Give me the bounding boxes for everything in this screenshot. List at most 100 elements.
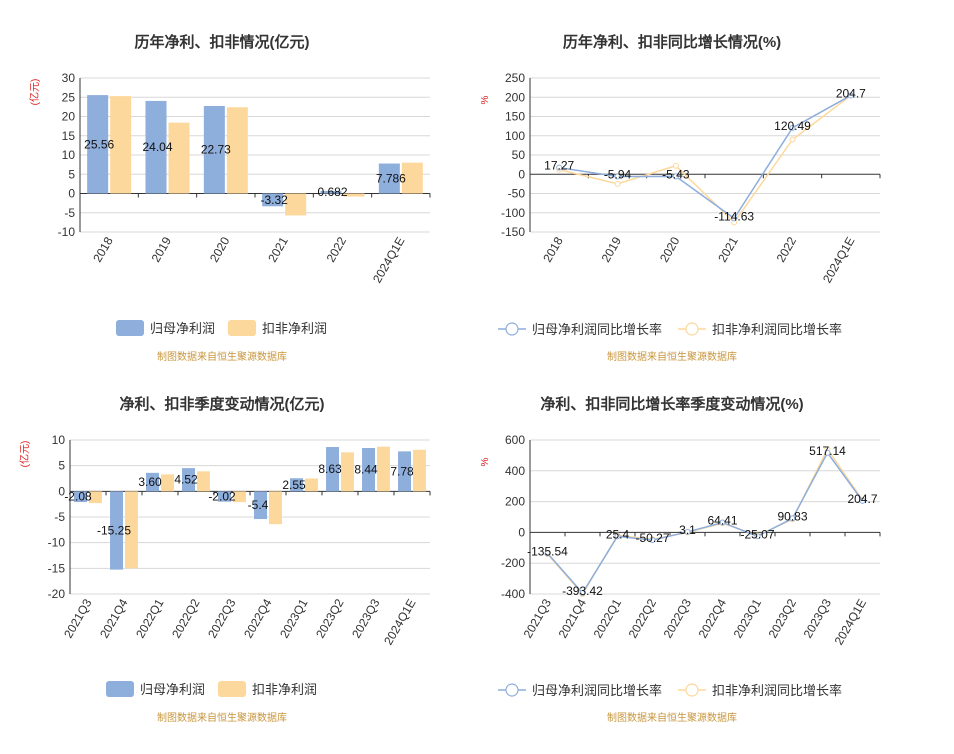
x-tick-label: 2021Q4 (556, 596, 590, 640)
bar-2 (401, 162, 423, 194)
y-tick-label: 20 (62, 110, 76, 124)
bar-2 (305, 478, 318, 492)
bar-1 (74, 491, 87, 503)
y-tick-label: -10 (58, 225, 76, 239)
y-tick-label: 0 (68, 187, 75, 201)
x-tick-label: 2020 (207, 234, 233, 264)
data-label: 8.63 (318, 462, 342, 476)
data-label: -3.32 (260, 193, 288, 207)
bar-1 (362, 448, 375, 492)
chart-2: 历年净利、扣非同比增长情况(%)% -150 -100 -50 0 50 100 150 200… (480, 33, 881, 363)
bar-1 (378, 163, 400, 194)
x-tick-label: 2019 (149, 234, 175, 264)
bar-2 (341, 452, 354, 492)
x-tick-label: 2022Q2 (626, 596, 660, 640)
data-label: 120.49 (774, 119, 811, 133)
legend-swatch-2 (228, 320, 256, 336)
series-point-2 (789, 136, 796, 143)
y-tick-label: 0 (518, 525, 525, 539)
y-axis-unit: % (480, 457, 491, 466)
y-tick-label: -200 (501, 556, 525, 570)
legend-swatch-1 (106, 681, 134, 697)
data-label: -5.94 (604, 168, 632, 182)
y-tick-label: 15 (62, 129, 76, 143)
x-tick-label: 2024Q1E (381, 597, 418, 648)
data-label: 7.78 (390, 464, 414, 478)
y-axis-unit: (亿元) (18, 441, 31, 468)
series-point-1 (789, 124, 796, 131)
chart-title: 净利、扣非季度变动情况(亿元) (120, 395, 325, 413)
series-point-1 (731, 215, 738, 222)
data-label: 0.682 (317, 185, 347, 199)
y-tick-label: -150 (501, 225, 525, 239)
series-point-1 (614, 533, 621, 540)
x-tick-label: 2022Q1 (133, 596, 167, 640)
y-tick-label: -400 (501, 587, 525, 601)
series-point-1 (719, 519, 726, 526)
legend-label: 归母净利润同比增长率 (532, 322, 662, 337)
x-tick-label: 2022 (774, 234, 800, 264)
x-tick-label: 2021 (265, 234, 291, 264)
x-tick-label: 2022Q1 (591, 596, 625, 640)
bar-1 (87, 95, 109, 194)
y-tick-label: -20 (48, 587, 66, 601)
bar-1 (110, 491, 123, 570)
series-point-1 (614, 173, 621, 180)
bar-1 (218, 491, 231, 502)
x-tick-label: 2023Q2 (766, 596, 800, 640)
legend-label: 扣非净利润 (252, 682, 317, 697)
bar-2 (168, 122, 190, 194)
data-label: 8.44 (354, 463, 378, 477)
x-tick-label: 2023Q3 (801, 596, 835, 640)
bar-1 (262, 193, 284, 207)
legend-marker-2 (685, 683, 699, 697)
data-label: 17.27 (544, 159, 574, 173)
data-label: -50.27 (635, 531, 669, 545)
x-tick-label: 2022Q4 (696, 596, 730, 640)
bar-2 (269, 491, 282, 525)
y-tick-label: 200 (505, 495, 525, 509)
x-tick-label: 2022Q3 (205, 596, 239, 640)
series-point-1 (859, 497, 866, 504)
bar-2 (89, 491, 102, 504)
y-tick-label: 0 (518, 167, 525, 181)
legend-swatch-2 (218, 681, 246, 697)
legend-label: 扣非净利润 (262, 321, 327, 336)
bar-1 (146, 472, 159, 492)
source-note: 制图数据来自恒生聚源数据库 (157, 350, 287, 363)
data-label: -114.63 (714, 209, 754, 223)
data-label: -2.02 (208, 490, 236, 504)
data-label: -5.43 (662, 167, 690, 181)
series-point-1 (544, 550, 551, 557)
bar-1 (145, 100, 167, 194)
data-label: 25.56 (84, 137, 114, 151)
bar-2 (110, 96, 132, 194)
x-tick-label: 2018 (540, 234, 566, 264)
y-tick-label: 600 (505, 433, 525, 447)
legend-label: 归母净利润 (150, 321, 215, 336)
x-tick-label: 2023Q2 (313, 596, 347, 640)
series-point-1 (824, 449, 831, 456)
chart-title: 净利、扣非同比增长率季度变动情况(%) (540, 395, 803, 413)
series-point-1 (556, 164, 563, 171)
data-label: 7.786 (376, 172, 406, 186)
bar-2 (233, 491, 246, 503)
y-tick-label: 200 (505, 90, 525, 104)
bar-1 (203, 105, 225, 194)
bar-1 (320, 190, 342, 194)
source-note: 制图数据来自恒生聚源数据库 (607, 711, 737, 724)
series-point-2 (614, 180, 621, 187)
bar-1 (290, 478, 303, 492)
x-tick-label: 2024Q1E (832, 597, 869, 648)
y-tick-label: 30 (62, 71, 76, 85)
bar-2 (125, 491, 138, 569)
y-tick-label: -100 (501, 206, 525, 220)
data-label: 64.41 (707, 513, 737, 527)
y-tick-label: -50 (508, 187, 526, 201)
y-tick-label: -5 (64, 206, 75, 220)
legend-label: 扣非净利润同比增长率 (712, 322, 842, 337)
legend-label: 归母净利润同比增长率 (532, 683, 662, 698)
bar-1 (182, 468, 195, 492)
y-tick-label: 150 (505, 110, 525, 124)
